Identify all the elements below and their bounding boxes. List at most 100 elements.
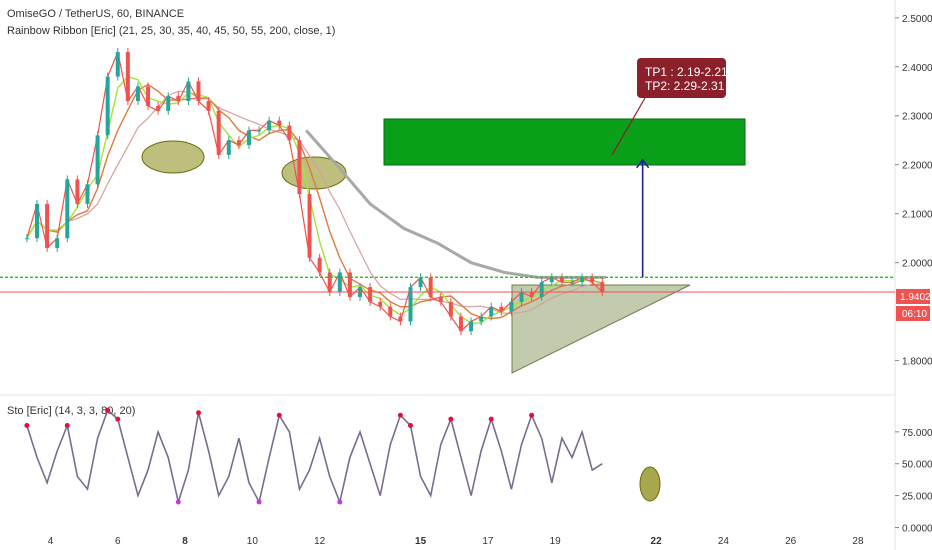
candle-body [458, 316, 463, 332]
oscillator-tick-label: 50.0000 [902, 460, 932, 471]
candle-body [115, 52, 120, 77]
candle-body [24, 238, 29, 240]
time-tick-label: 6 [115, 536, 121, 547]
annotation-line-1: TP1 : 2.19-2.21 [645, 65, 728, 79]
symbol-title: OmiseGO / TetherUS, 60, BINANCE [7, 8, 184, 20]
target-zone-box[interactable] [383, 118, 746, 166]
candle-body [226, 140, 231, 155]
candle-body [448, 301, 453, 317]
annotation-line-2: TP2: 2.29-2.31 [645, 79, 725, 93]
time-tick-label: 22 [651, 536, 663, 547]
oscillator-highlight-ellipse[interactable] [639, 466, 661, 502]
candle-body [388, 306, 393, 317]
candle-body [378, 301, 383, 307]
stochastic-extreme-marker [529, 412, 535, 418]
last-price-label: 1.9402 [900, 292, 931, 303]
highlight-ellipse-left[interactable] [141, 140, 205, 174]
stochastic-extreme-marker [276, 412, 282, 418]
candle-body [267, 120, 272, 131]
ribbon-fast-line [26, 75, 603, 324]
candle-body [166, 96, 171, 111]
time-tick-label: 12 [314, 536, 326, 547]
candle-body [428, 277, 433, 297]
indicator-title: Rainbow Ribbon [Eric] (21, 25, 30, 35, 4… [7, 25, 335, 37]
candle-body [590, 277, 595, 283]
candle-body [580, 277, 585, 283]
candle-body [35, 203, 40, 239]
candle-body [559, 277, 564, 283]
countdown-label: 06:10 [902, 309, 927, 320]
candle-body [95, 135, 100, 185]
candle-body [236, 140, 241, 146]
candle-body [307, 194, 312, 258]
candle-body [176, 96, 181, 102]
time-tick-label: 8 [182, 536, 188, 547]
candle-body [257, 130, 262, 132]
oscillator-tick-label: 75.0000 [902, 428, 932, 439]
candle-body [45, 203, 50, 248]
oscillator-tick-label: 0.0000 [902, 523, 932, 534]
candle-body [327, 272, 332, 293]
stochastic-extreme-marker [64, 422, 70, 428]
time-tick-label: 24 [718, 536, 730, 547]
candle-body [206, 101, 211, 111]
time-tick-label: 26 [785, 536, 797, 547]
stochastic-extreme-marker [407, 422, 413, 428]
stochastic-extreme-marker [337, 499, 343, 505]
oscillator-axis: 75.0000 50.0000 25.0000 0.0000 [895, 428, 932, 534]
stochastic-extreme-marker [488, 416, 494, 422]
price-tick-label: 2.3000 [902, 112, 932, 123]
price-axis: 2.5000 2.4000 2.3000 2.2000 2.1000 2.0000 1.80… [895, 14, 932, 368]
candle-body [65, 179, 70, 239]
candle-body [277, 120, 282, 126]
stochastic-extreme-marker [397, 412, 403, 418]
time-tick-label: 19 [550, 536, 562, 547]
candle-body [337, 272, 342, 293]
stochastic-extreme-marker [175, 499, 181, 505]
price-line [26, 50, 603, 333]
price-tick-label: 2.2000 [902, 161, 932, 172]
time-tick-label: 4 [48, 536, 54, 547]
candle-body [479, 316, 484, 322]
price-tick-label: 2.1000 [902, 210, 932, 221]
price-tick-label: 1.8000 [902, 357, 932, 368]
candle-body [569, 282, 574, 284]
annotation-pointer [611, 97, 646, 156]
candle-body [418, 277, 423, 288]
candle-body [317, 257, 322, 273]
candle-body [216, 110, 221, 155]
candle-body [549, 277, 554, 283]
candle-body [297, 140, 302, 195]
stochastic-extreme-marker [196, 410, 202, 416]
price-tick-label: 2.0000 [902, 259, 932, 270]
candle-body [196, 81, 201, 102]
candle-body [246, 130, 251, 146]
time-tick-label: 28 [852, 536, 864, 547]
candle-body [368, 287, 373, 302]
candle-body [135, 86, 140, 102]
oscillator-title: Sto [Eric] (14, 3, 3, 80, 20) [7, 405, 135, 417]
candle-body [398, 316, 403, 322]
stochastic-pane[interactable]: Sto [Eric] (14, 3, 3, 80, 20) 75.0000 50.… [7, 405, 932, 534]
candle-body [519, 292, 524, 302]
target-arrow-head [636, 158, 650, 169]
countdown-tag [896, 306, 930, 321]
candle-body [156, 105, 161, 111]
candle-body [105, 76, 110, 136]
stochastic-extreme-marker [24, 422, 30, 428]
time-tick-label: 15 [415, 536, 427, 547]
annotation-box[interactable] [637, 58, 726, 98]
candle-body [408, 287, 413, 322]
time-tick-label: 10 [247, 536, 259, 547]
stochastic-extreme-marker [256, 499, 262, 505]
candle-body [509, 301, 514, 312]
candle-body [469, 321, 474, 332]
stochastic-extreme-marker [448, 416, 454, 422]
ribbon-slow-line [26, 90, 603, 315]
price-tick-label: 2.5000 [902, 14, 932, 25]
last-price-tag [896, 289, 930, 304]
oscillator-tick-label: 25.0000 [902, 492, 932, 503]
